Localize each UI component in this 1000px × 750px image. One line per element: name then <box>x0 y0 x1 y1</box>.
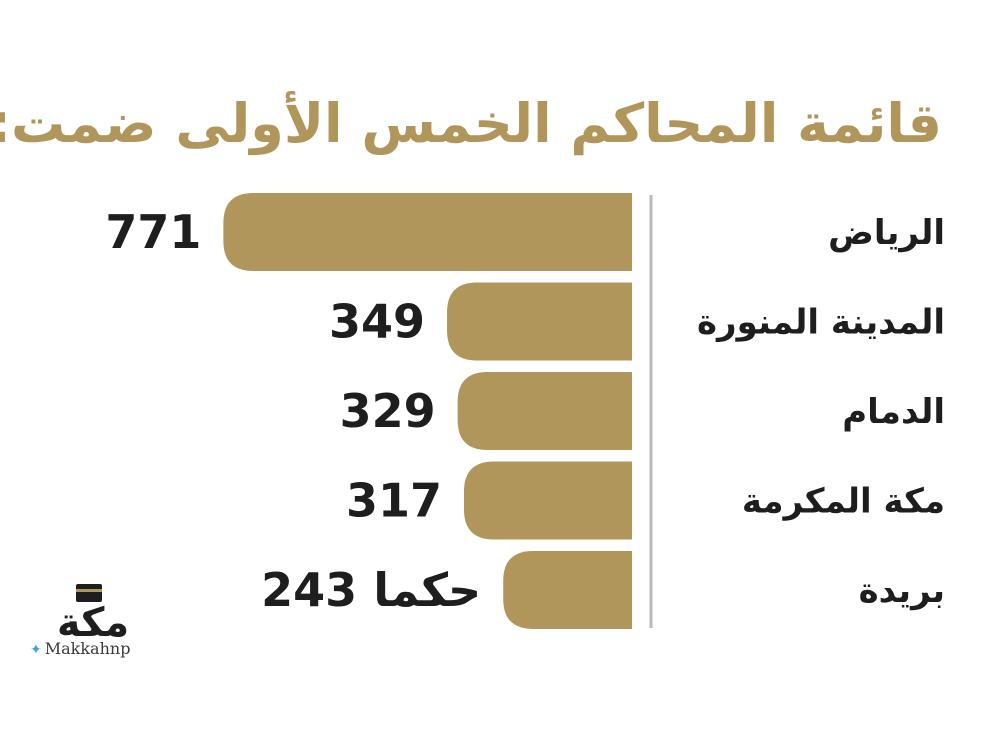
bar-2 <box>457 372 632 450</box>
kaaba-icon <box>76 584 102 602</box>
bars-layer <box>223 193 632 629</box>
logo-handle: ✦ Makkahnp <box>30 639 130 658</box>
logo-handle-text: Makkahnp <box>44 639 131 658</box>
category-label: الرياض <box>828 213 945 253</box>
kaaba-band-icon <box>76 589 102 592</box>
bar-1 <box>447 282 632 361</box>
category-label: بريدة <box>859 571 945 611</box>
bar-0 <box>223 193 632 271</box>
category-label: مكة المكرمة <box>742 482 945 522</box>
twitter-bird-icon: ✦ <box>30 642 42 658</box>
value-label: 243 حكما <box>261 563 481 617</box>
value-label: 317 <box>346 474 442 528</box>
logo-wordmark: مكة <box>57 600 129 646</box>
bar-4 <box>503 551 632 629</box>
value-label: 329 <box>340 384 436 438</box>
chart-title: قائمة المحاكم الخمس الأولى ضمت: <box>0 92 942 155</box>
value-label: 771 <box>105 205 201 259</box>
bar-3 <box>463 461 632 540</box>
labels-layer: الرياض 771 المدينة المنورة 349 الدمام 329 مكة … <box>105 205 945 617</box>
makkah-logo: مكة <box>57 584 129 646</box>
category-label: الدمام <box>842 392 945 432</box>
value-label: 349 <box>329 295 425 349</box>
category-label: المدينة المنورة <box>697 303 945 343</box>
